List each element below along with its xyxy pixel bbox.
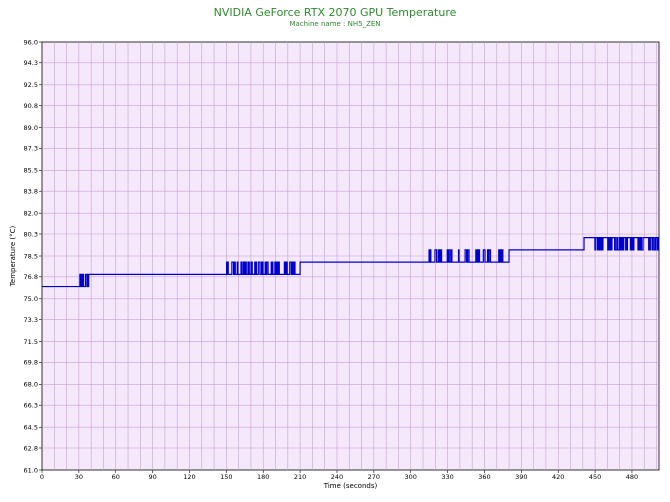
x-tick-label: 120	[183, 473, 195, 481]
y-tick-label: 73.3	[24, 316, 38, 324]
x-tick-label: 420	[552, 473, 564, 481]
tick-labels: 61.0 62.8 64.5 66.3 68.0 69.8 71.5 73.3 75.0 76.8…	[24, 38, 639, 481]
y-tick-label: 64.5	[24, 424, 38, 432]
x-tick-label: 180	[257, 473, 269, 481]
y-tick-label: 96.0	[24, 38, 38, 46]
y-tick-label: 85.5	[24, 167, 38, 175]
x-tick-label: 360	[478, 473, 490, 481]
x-tick-label: 0	[40, 473, 44, 481]
series-layer	[42, 237, 660, 288]
y-tick-label: 68.0	[24, 381, 38, 389]
y-tick-label: 82.0	[24, 210, 38, 218]
x-tick-label: 30	[75, 473, 83, 481]
y-tick-label: 80.3	[24, 230, 38, 238]
x-tick-label: 60	[112, 473, 120, 481]
grid	[41, 41, 660, 471]
x-tick-label: 90	[148, 473, 156, 481]
y-tick-label: 71.5	[24, 338, 38, 346]
y-tick-label: 75.0	[24, 295, 38, 303]
y-tick-label: 66.3	[24, 401, 38, 409]
y-tick-label: 76.8	[24, 273, 38, 281]
x-tick-label: 480	[626, 473, 638, 481]
x-tick-label: 390	[515, 473, 527, 481]
x-tick-label: 330	[441, 473, 453, 481]
x-tick-label: 150	[220, 473, 232, 481]
chart-title: NVIDIA GeForce RTX 2070 GPU Temperature	[213, 6, 457, 19]
x-tick-label: 270	[368, 473, 380, 481]
x-tick-label: 240	[331, 473, 343, 481]
y-tick-label: 92.5	[24, 81, 38, 89]
y-tick-label: 89.0	[24, 124, 38, 132]
x-tick-label: 300	[405, 473, 417, 481]
series-line-0	[42, 237, 660, 288]
x-tick-label: 450	[589, 473, 601, 481]
y-tick-label: 87.3	[24, 145, 38, 153]
x-axis-label: Time (seconds)	[323, 482, 378, 490]
y-tick-label: 62.8	[24, 444, 38, 452]
y-tick-label: 94.3	[24, 59, 38, 67]
chart-subtitle: Machine name : NH5_ZEN	[289, 20, 381, 28]
y-tick-label: 69.8	[24, 359, 38, 367]
x-tick-label: 210	[294, 473, 306, 481]
y-axis-label: Temperature (°C)	[9, 226, 17, 288]
y-tick-label: 78.5	[24, 252, 38, 260]
y-tick-label: 90.8	[24, 102, 38, 110]
y-tick-label: 61.0	[24, 466, 38, 474]
y-tick-label: 83.8	[24, 187, 38, 195]
